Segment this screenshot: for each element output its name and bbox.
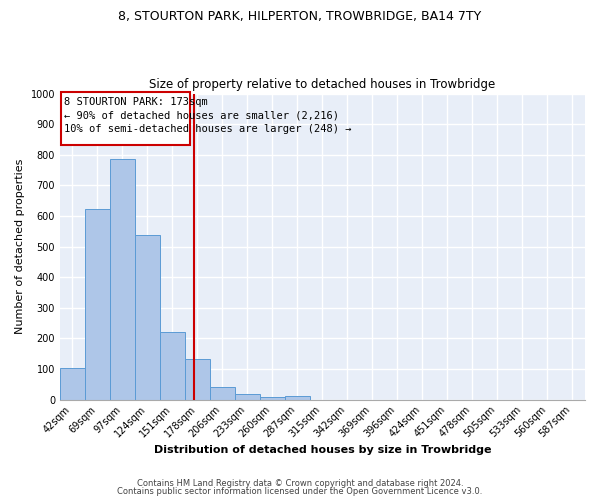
Bar xyxy=(85,210,110,400)
Bar xyxy=(210,387,235,400)
Y-axis label: Number of detached properties: Number of detached properties xyxy=(15,159,25,334)
Text: Contains public sector information licensed under the Open Government Licence v3: Contains public sector information licen… xyxy=(118,487,482,496)
Text: Contains HM Land Registry data © Crown copyright and database right 2024.: Contains HM Land Registry data © Crown c… xyxy=(137,478,463,488)
Bar xyxy=(110,159,135,400)
Bar xyxy=(235,394,260,400)
Bar xyxy=(260,396,285,400)
Bar xyxy=(160,332,185,400)
Bar xyxy=(61,92,190,144)
Bar xyxy=(135,236,160,400)
Bar xyxy=(60,368,85,400)
Bar xyxy=(285,396,310,400)
Text: 8 STOURTON PARK: 173sqm: 8 STOURTON PARK: 173sqm xyxy=(64,97,208,107)
Title: Size of property relative to detached houses in Trowbridge: Size of property relative to detached ho… xyxy=(149,78,496,91)
Text: 8, STOURTON PARK, HILPERTON, TROWBRIDGE, BA14 7TY: 8, STOURTON PARK, HILPERTON, TROWBRIDGE,… xyxy=(118,10,482,23)
Text: ← 90% of detached houses are smaller (2,216): ← 90% of detached houses are smaller (2,… xyxy=(64,110,338,120)
Bar xyxy=(185,360,210,400)
Text: 10% of semi-detached houses are larger (248) →: 10% of semi-detached houses are larger (… xyxy=(64,124,351,134)
X-axis label: Distribution of detached houses by size in Trowbridge: Distribution of detached houses by size … xyxy=(154,445,491,455)
